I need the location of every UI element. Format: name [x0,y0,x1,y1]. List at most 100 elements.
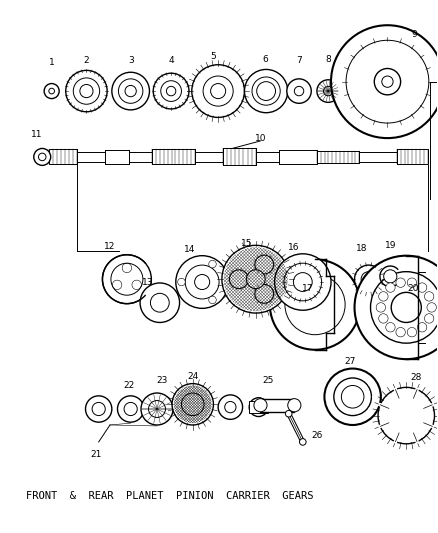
Text: 14: 14 [184,245,196,254]
Circle shape [287,79,311,103]
Text: 23: 23 [156,376,167,385]
Circle shape [192,64,244,117]
Circle shape [222,245,290,313]
Circle shape [417,322,427,332]
Bar [152,149,194,165]
Circle shape [293,272,312,292]
Circle shape [118,79,143,103]
Bar [105,150,129,164]
Circle shape [92,402,105,416]
Bar [317,151,359,163]
Bar [249,401,268,413]
Circle shape [148,400,166,417]
Text: 21: 21 [90,450,102,459]
Circle shape [246,270,265,288]
Circle shape [424,292,434,301]
Circle shape [417,283,427,292]
Circle shape [288,399,301,412]
Text: 5: 5 [211,52,216,61]
Circle shape [249,398,268,416]
Circle shape [317,80,339,102]
Bar [261,399,294,412]
Circle shape [346,41,429,123]
Circle shape [427,303,436,312]
Bar [49,149,77,165]
Circle shape [384,270,397,283]
Circle shape [209,296,216,304]
Bar [77,152,105,161]
Bar [359,152,397,161]
Circle shape [178,278,185,286]
Text: 22: 22 [123,381,134,390]
Text: 19: 19 [385,241,396,250]
Circle shape [225,401,236,413]
Bar [194,152,223,161]
Circle shape [275,254,331,310]
Circle shape [285,274,345,335]
Circle shape [407,278,417,287]
Circle shape [255,255,274,274]
Text: 26: 26 [311,431,323,440]
Circle shape [172,384,213,425]
Circle shape [284,263,321,301]
Circle shape [230,270,248,288]
Text: 4: 4 [168,55,174,64]
Circle shape [209,260,216,268]
Circle shape [334,378,371,416]
Circle shape [176,256,229,309]
Circle shape [49,88,54,94]
Text: 12: 12 [104,242,116,251]
Text: 27: 27 [344,357,356,366]
Circle shape [361,272,376,287]
Circle shape [125,85,136,96]
Circle shape [141,393,173,425]
Circle shape [39,153,46,160]
Circle shape [254,399,267,412]
Circle shape [382,76,393,87]
Text: 6: 6 [262,54,268,63]
Text: 11: 11 [31,130,42,139]
Circle shape [140,283,180,322]
Circle shape [161,80,181,101]
Circle shape [211,84,226,99]
Circle shape [181,393,204,416]
Text: 13: 13 [142,278,153,287]
Circle shape [111,263,143,295]
Text: 10: 10 [255,134,266,143]
Text: 28: 28 [410,374,421,383]
Text: 3: 3 [128,55,134,64]
Circle shape [257,82,276,101]
Circle shape [374,69,401,95]
Text: 25: 25 [262,376,274,385]
Circle shape [354,265,383,293]
Circle shape [341,385,364,408]
Circle shape [379,314,388,323]
Text: 24: 24 [187,372,198,381]
Circle shape [354,256,438,359]
Circle shape [194,274,210,289]
Text: FRONT  &  REAR  PLANET  PINION  CARRIER  GEARS: FRONT & REAR PLANET PINION CARRIER GEARS [26,491,313,502]
Circle shape [270,260,360,350]
Circle shape [396,327,405,337]
Text: 16: 16 [288,243,299,252]
Text: 15: 15 [240,239,252,248]
Text: 20: 20 [407,284,419,293]
Circle shape [66,70,107,112]
Bar [129,152,152,161]
Text: 18: 18 [356,244,368,253]
Circle shape [244,69,288,112]
Circle shape [85,396,112,422]
Bar [279,150,317,164]
Circle shape [34,149,51,165]
Circle shape [300,439,306,445]
Circle shape [150,293,169,312]
Circle shape [124,402,137,416]
Circle shape [73,78,99,104]
Circle shape [218,395,243,419]
Circle shape [117,396,144,422]
Circle shape [80,85,93,98]
Text: 17: 17 [302,284,313,293]
Circle shape [371,272,438,343]
Circle shape [254,402,263,412]
Circle shape [379,292,388,301]
